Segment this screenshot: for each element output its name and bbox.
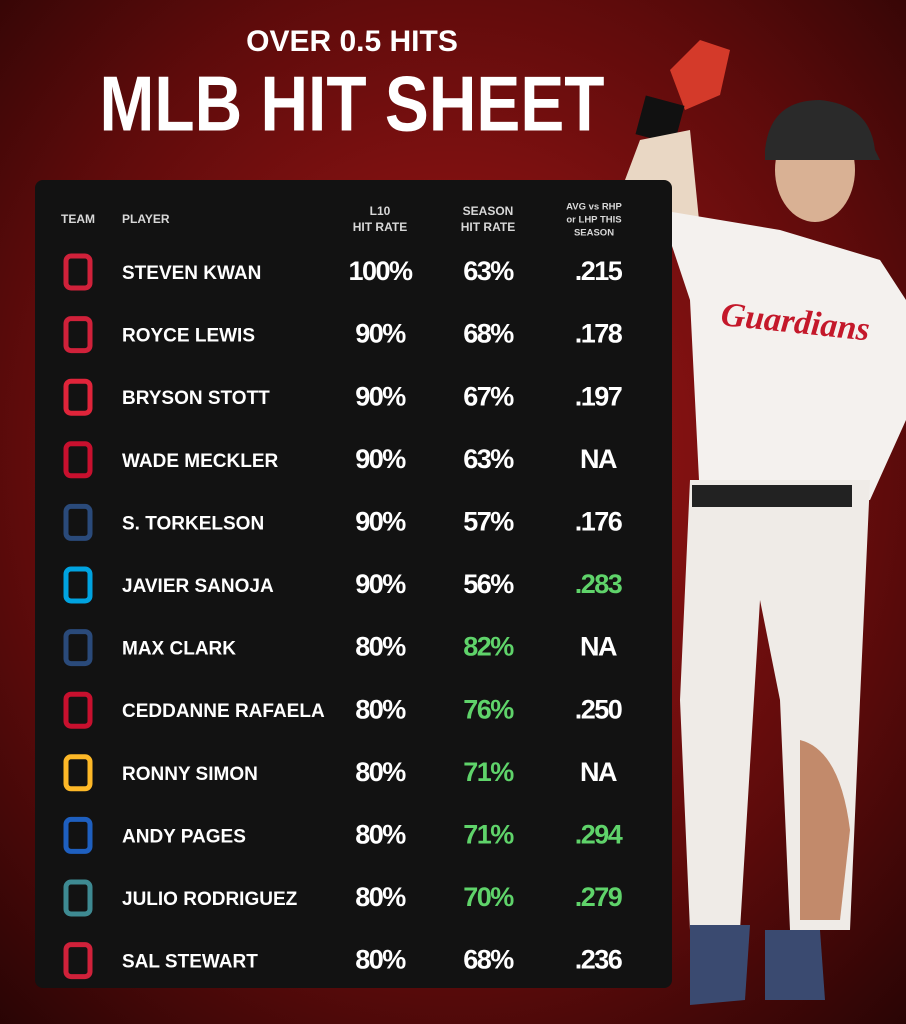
table: TEAM PLAYER L10 HIT RATE SEASON HIT RATE AVG v… — [61, 202, 624, 980]
title: MLB HIT SHEET — [100, 60, 605, 148]
column-header: HIT RATE — [461, 220, 515, 234]
stat-l10: 90% — [355, 381, 406, 411]
team-logo — [63, 754, 93, 792]
stat-l10: 80% — [355, 820, 406, 850]
player-name: STEVEN KWAN — [122, 263, 261, 284]
team-logo — [63, 816, 93, 854]
stat-avg: .294 — [575, 820, 623, 850]
stat-l10: 80% — [355, 757, 406, 787]
column-header: L10 — [370, 204, 391, 218]
column-header: or LHP THIS — [566, 215, 621, 226]
stat-avg: .283 — [575, 569, 623, 599]
player-name: MAX CLARK — [122, 639, 236, 660]
stat-l10: 80% — [355, 882, 406, 912]
stat-season: 57% — [463, 507, 514, 537]
team-logo — [63, 253, 93, 291]
team-logo — [63, 629, 93, 667]
stat-l10: 80% — [355, 694, 406, 724]
stat-avg: NA — [580, 632, 617, 662]
stat-season: 76% — [463, 694, 514, 724]
player-name: WADE MECKLER — [122, 451, 279, 472]
stat-season: 56% — [463, 569, 514, 599]
stat-season: 68% — [463, 945, 514, 975]
stat-season: 63% — [463, 256, 514, 286]
kicker: OVER 0.5 HITS — [246, 25, 458, 58]
team-logo — [63, 441, 93, 479]
player-name: CEDDANNE RAFAELA — [122, 701, 325, 722]
stat-season: 63% — [463, 444, 514, 474]
team-logo — [63, 566, 93, 604]
stat-season: 67% — [463, 381, 514, 411]
column-header: TEAM — [61, 212, 95, 226]
stat-season: 82% — [463, 632, 514, 662]
stat-l10: 80% — [355, 945, 406, 975]
player-name: BRYSON STOTT — [122, 388, 270, 409]
stat-season: 68% — [463, 319, 514, 349]
player-name: S. TORKELSON — [122, 513, 264, 534]
player-photo — [625, 40, 906, 1005]
team-logo — [63, 316, 93, 354]
stat-avg: .176 — [575, 507, 623, 537]
column-header: SEASON — [574, 228, 614, 239]
stat-l10: 100% — [348, 256, 413, 286]
stat-avg: NA — [580, 444, 617, 474]
column-header: AVG vs RHP — [566, 202, 622, 213]
column-header: PLAYER — [122, 212, 170, 226]
stat-l10: 90% — [355, 507, 406, 537]
stat-avg: .236 — [575, 945, 623, 975]
column-header: HIT RATE — [353, 220, 407, 234]
player-name: RONNY SIMON — [122, 764, 258, 785]
stat-l10: 90% — [355, 319, 406, 349]
stat-avg: .197 — [575, 381, 622, 411]
player-name: JULIO RODRIGUEZ — [122, 889, 298, 910]
stat-avg: NA — [580, 757, 617, 787]
stat-avg: .279 — [575, 882, 623, 912]
player-name: ROYCE LEWIS — [122, 326, 255, 347]
player-name: ANDY PAGES — [122, 826, 246, 847]
player-name: SAL STEWART — [122, 952, 258, 973]
team-logo — [63, 942, 93, 980]
team-logo — [63, 503, 93, 541]
stat-l10: 80% — [355, 632, 406, 662]
stat-avg: .178 — [575, 319, 623, 349]
stat-avg: .215 — [575, 256, 623, 286]
stat-l10: 90% — [355, 569, 406, 599]
stat-season: 71% — [463, 820, 514, 850]
stat-avg: .250 — [575, 694, 622, 724]
team-logo — [63, 378, 93, 416]
column-header: SEASON — [463, 204, 514, 218]
stat-season: 71% — [463, 757, 514, 787]
stat-season: 70% — [463, 882, 514, 912]
player-name: JAVIER SANOJA — [122, 576, 274, 597]
table-panel — [35, 180, 672, 988]
team-logo — [63, 691, 93, 729]
team-logo — [63, 879, 93, 917]
stat-l10: 90% — [355, 444, 406, 474]
